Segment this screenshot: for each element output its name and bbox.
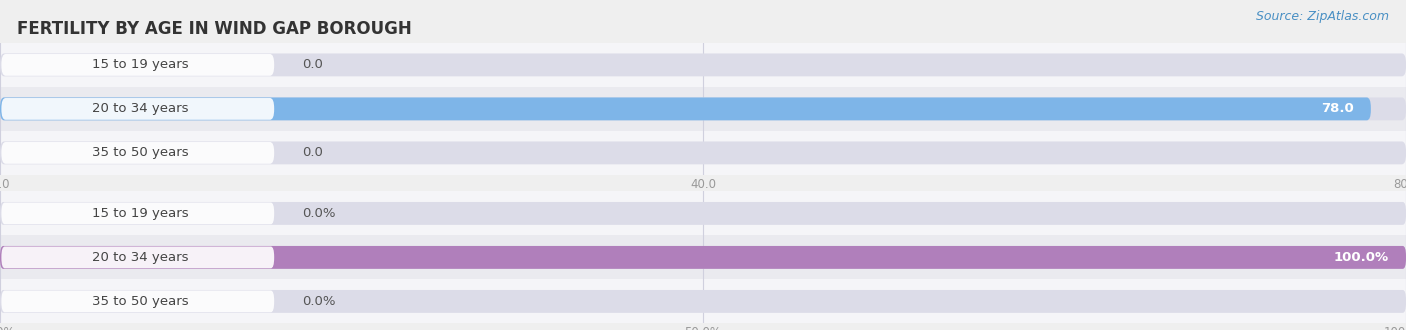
FancyBboxPatch shape [0, 53, 1406, 76]
FancyBboxPatch shape [0, 97, 1406, 120]
Bar [0, 87, 1406, 131]
FancyBboxPatch shape [0, 246, 1406, 269]
Text: 78.0: 78.0 [1322, 102, 1354, 115]
Bar [0, 280, 1406, 323]
FancyBboxPatch shape [1, 98, 274, 120]
Text: 0.0: 0.0 [302, 147, 323, 159]
FancyBboxPatch shape [0, 97, 1371, 120]
FancyBboxPatch shape [1, 290, 274, 312]
FancyBboxPatch shape [0, 202, 1406, 225]
Text: 15 to 19 years: 15 to 19 years [93, 207, 188, 220]
Bar [0, 235, 1406, 280]
FancyBboxPatch shape [1, 203, 274, 224]
Text: 0.0: 0.0 [302, 58, 323, 71]
FancyBboxPatch shape [1, 54, 274, 76]
Text: FERTILITY BY AGE IN WIND GAP BOROUGH: FERTILITY BY AGE IN WIND GAP BOROUGH [17, 20, 412, 38]
Bar [0, 191, 1406, 235]
Bar [0, 131, 1406, 175]
Bar [0, 43, 1406, 87]
Text: Source: ZipAtlas.com: Source: ZipAtlas.com [1256, 10, 1389, 23]
Text: 15 to 19 years: 15 to 19 years [93, 58, 188, 71]
FancyBboxPatch shape [0, 246, 1406, 269]
Text: 20 to 34 years: 20 to 34 years [93, 102, 188, 115]
Text: 0.0%: 0.0% [302, 295, 336, 308]
Text: 0.0%: 0.0% [302, 207, 336, 220]
FancyBboxPatch shape [1, 247, 274, 268]
FancyBboxPatch shape [0, 142, 1406, 164]
Text: 35 to 50 years: 35 to 50 years [93, 147, 188, 159]
Text: 35 to 50 years: 35 to 50 years [93, 295, 188, 308]
Text: 100.0%: 100.0% [1334, 251, 1389, 264]
Text: 20 to 34 years: 20 to 34 years [93, 251, 188, 264]
FancyBboxPatch shape [1, 142, 274, 164]
FancyBboxPatch shape [0, 290, 1406, 313]
